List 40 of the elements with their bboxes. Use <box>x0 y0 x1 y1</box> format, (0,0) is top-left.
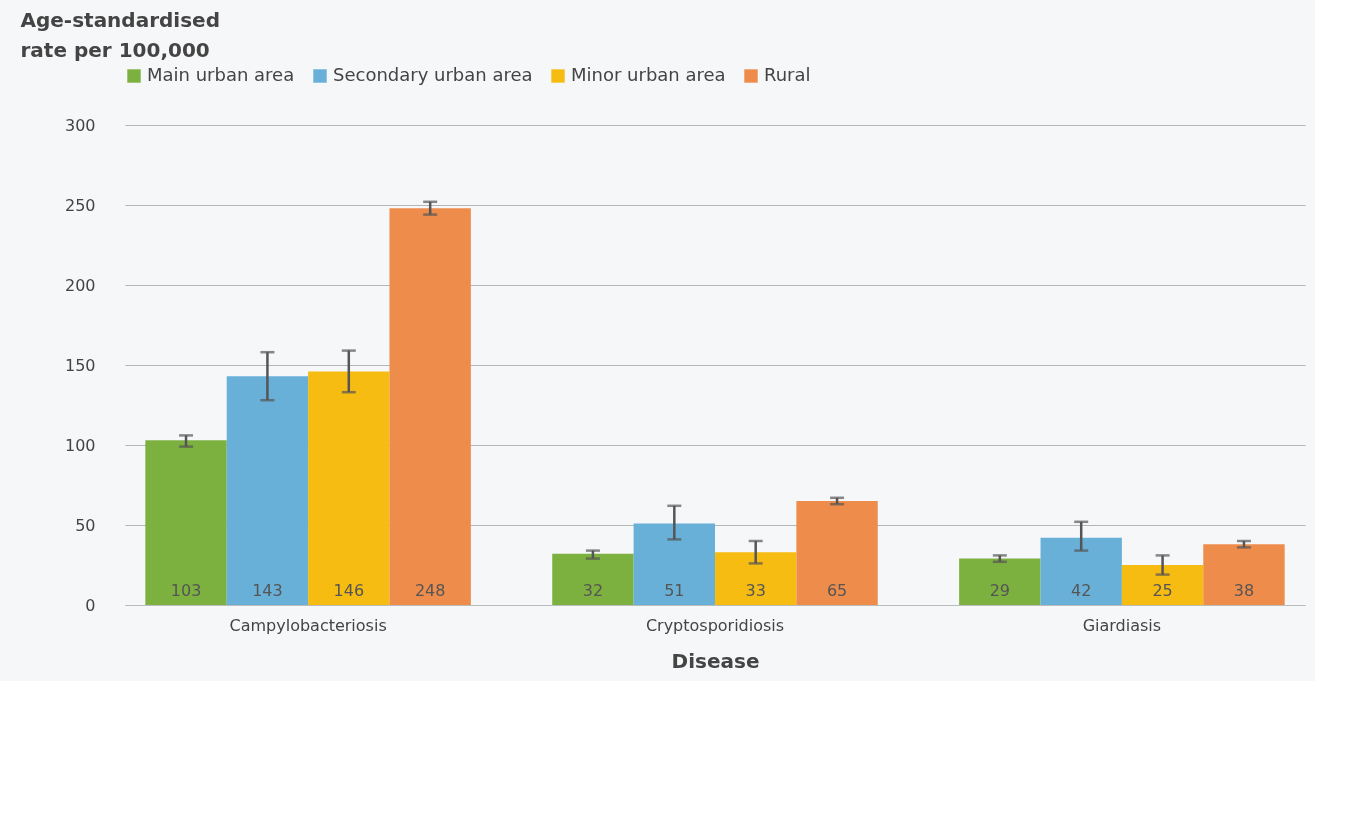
data-label: 146 <box>333 581 365 600</box>
legend-label: Main urban area <box>147 64 295 85</box>
x-axis-title: Disease <box>671 648 760 673</box>
data-label: 65 <box>826 581 848 600</box>
y-tick-label: 100 <box>64 435 96 455</box>
bar <box>715 552 797 605</box>
bar <box>796 501 878 605</box>
data-label: 29 <box>989 581 1011 600</box>
x-tick-label: Cryptosporidiosis <box>645 615 785 635</box>
bar <box>552 553 634 605</box>
legend-label: Minor urban area <box>571 64 726 85</box>
y-tick-label: 0 <box>85 595 96 615</box>
bar <box>1040 537 1122 605</box>
y-tick-label: 300 <box>64 115 96 135</box>
y-tick-label: 250 <box>64 195 96 215</box>
bar <box>145 440 227 605</box>
data-label: 51 <box>664 581 685 600</box>
x-tick-label: Giardiasis <box>1082 615 1162 635</box>
legend-label: Rural <box>764 64 811 85</box>
bar <box>633 523 715 605</box>
data-label: 32 <box>582 581 604 600</box>
data-label: 143 <box>252 581 283 600</box>
y-tick-label: 50 <box>75 515 96 535</box>
bar <box>1203 544 1285 605</box>
legend-label: Secondary urban area <box>333 64 533 85</box>
data-label: 248 <box>414 581 446 600</box>
data-label: 25 <box>1152 581 1173 600</box>
bar <box>308 371 390 605</box>
data-label: 103 <box>170 581 202 600</box>
data-label: 38 <box>1233 581 1255 600</box>
bar <box>959 558 1041 605</box>
bar <box>389 208 471 605</box>
y-axis-title: Age-standardised rate per 100,000 <box>20 7 220 62</box>
data-label: 33 <box>745 581 766 600</box>
bar <box>1121 565 1204 605</box>
y-tick-label: 150 <box>64 355 96 375</box>
data-label: 42 <box>1071 581 1092 600</box>
y-tick-label: 200 <box>64 275 96 295</box>
bar <box>226 376 309 605</box>
x-tick-label: Campylobacteriosis <box>229 615 387 635</box>
